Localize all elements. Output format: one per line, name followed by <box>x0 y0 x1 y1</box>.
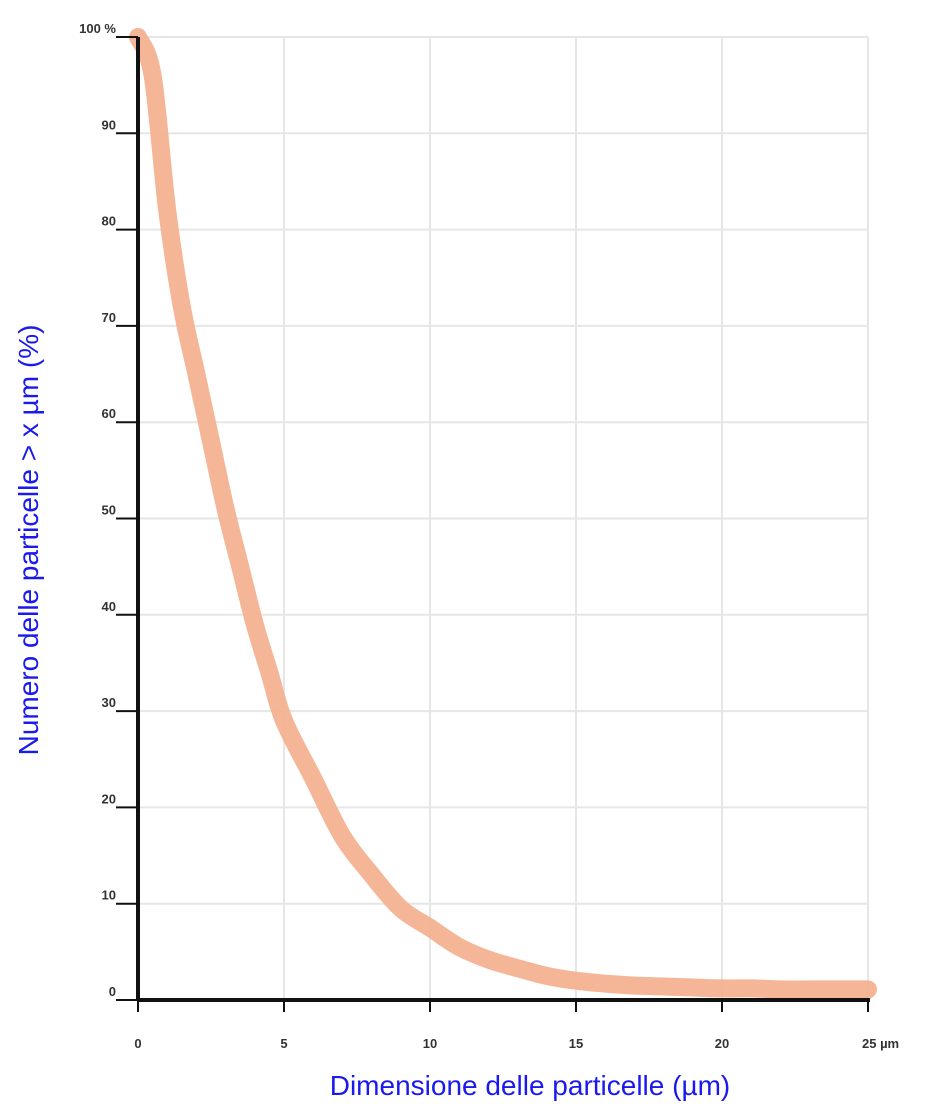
y-tick-label: 60 <box>102 406 116 421</box>
grid <box>138 36 869 1000</box>
y-tick-label: 100 % <box>79 21 116 36</box>
y-tick-label: 90 <box>102 117 116 132</box>
y-tick-label: 30 <box>102 695 116 710</box>
y-tick-label: 50 <box>102 503 116 518</box>
x-tick-label: 25 µm <box>862 1036 899 1051</box>
y-tick-label: 0 <box>109 984 116 999</box>
series-line-0 <box>129 28 877 999</box>
x-tick-label: 10 <box>423 1036 437 1051</box>
y-tick-label: 80 <box>102 214 116 229</box>
x-tick-label: 15 <box>569 1036 583 1051</box>
x-tick-label: 20 <box>715 1036 729 1051</box>
y-axis-title: Numero delle particelle > x µm (%) <box>13 325 44 756</box>
y-tick-label: 40 <box>102 599 116 614</box>
y-tick-label: 20 <box>102 791 116 806</box>
plot-area <box>129 28 877 999</box>
ticks: 0 10 20 30 40 50 60 70 80 90 100 % 0 5 10 15 20 25 µm <box>79 21 899 1051</box>
y-tick-label: 70 <box>102 310 116 325</box>
x-tick-label: 5 <box>280 1036 287 1051</box>
x-axis-title: Dimensione delle particelle (µm) <box>330 1070 731 1101</box>
y-tick-label: 10 <box>102 888 116 903</box>
x-tick-label: 0 <box>134 1036 141 1051</box>
